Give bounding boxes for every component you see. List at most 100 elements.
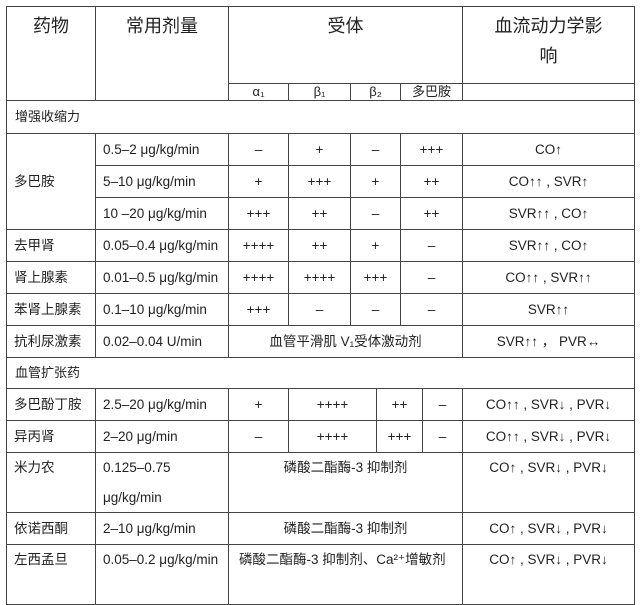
- section-title: 增强收缩力: [7, 101, 635, 134]
- receptor-value: ++++: [289, 421, 377, 453]
- drug-name: 依诺西酮: [7, 513, 96, 545]
- receptor-value: ++: [289, 230, 351, 262]
- table-row: 0.02–0.04 U/min 血管平滑肌 V₁受体激动剂 SVR↑↑ ， PVR↔: [96, 326, 635, 358]
- receptor-value: –: [351, 198, 401, 230]
- drug-name: 肾上腺素: [7, 262, 96, 294]
- dose: 2–20 μg/min: [96, 421, 229, 453]
- hemodynamic-effect: CO↑ , SVR↓ , PVR↓: [463, 545, 635, 605]
- section-row: 增强收缩力: [7, 101, 635, 134]
- receptor-value: ++++: [229, 230, 289, 262]
- header-row: 药物 常用剂量 受体 α₁ β₁ β₂ 多巴胺 血流动力学影响: [7, 7, 635, 101]
- table-row: 2–10 μg/kg/min 磷酸二酯酶-3 抑制剂 CO↑ , SVR↓ , PV…: [96, 513, 635, 545]
- drug-name: 多巴胺: [7, 134, 96, 230]
- header-hemodynamics-group: 血流动力学影响: [463, 7, 635, 101]
- hemodynamic-effect: CO↑↑ , SVR↑↑: [463, 262, 635, 294]
- table-row: 0.05–0.4 μg/kg/min ++++ ++ + – SVR↑↑ , CO↑: [96, 230, 635, 262]
- hemodynamic-effect: SVR↑↑ , CO↑: [463, 230, 635, 262]
- table-row: 10 –20 μg/kg/min +++ ++ – ++ SVR↑↑ , CO↑: [96, 198, 635, 230]
- receptor-merged: 磷酸二酯酶-3 抑制剂: [229, 513, 463, 545]
- dose: 0.5–2 μg/kg/min: [96, 134, 229, 166]
- drug-group: 左西孟旦 0.05–0.2 μg/kg/min 磷酸二酯酶-3 抑制剂、Ca²⁺增敏…: [7, 545, 635, 605]
- hemodynamic-effect: CO↑↑ , SVR↓ , PVR↓: [463, 389, 635, 421]
- receptor-value: +++: [229, 294, 289, 326]
- receptor-value: –: [401, 230, 463, 262]
- header-receptor-group: 受体 α₁ β₁ β₂ 多巴胺: [229, 7, 463, 101]
- receptor-merged: 磷酸二酯酶-3 抑制剂、Ca²⁺增敏剂: [229, 545, 463, 605]
- dose: 0.125–0.75 μg/kg/min: [96, 453, 229, 513]
- receptor-value: ++: [401, 166, 463, 198]
- section-title: 血管扩张药: [7, 358, 635, 389]
- drug-group: 苯肾上腺素 0.1–10 μg/kg/min +++ – – – SVR↑↑: [7, 294, 635, 326]
- header-receptor: 受体: [229, 7, 463, 84]
- drug-group: 异丙肾 2–20 μg/min – ++++ +++ – CO↑↑ , SVR↓ , PVR…: [7, 421, 635, 453]
- receptor-value: +++: [351, 262, 401, 294]
- header-receptor-col: β₂: [351, 84, 401, 101]
- hemodynamic-effect: SVR↑↑ , CO↑: [463, 198, 635, 230]
- receptor-value: +: [351, 230, 401, 262]
- hemodynamic-effect: CO↑ , SVR↓ , PVR↓: [463, 453, 635, 513]
- header-hemodynamics: 血流动力学影响: [463, 7, 635, 84]
- receptor-value: +: [351, 166, 401, 198]
- drug-name: 抗利尿激素: [7, 326, 96, 358]
- receptor-value: ++: [289, 198, 351, 230]
- receptor-value: +++: [401, 134, 463, 166]
- dose: 0.05–0.2 μg/kg/min: [96, 545, 229, 605]
- receptor-value: –: [423, 421, 463, 453]
- receptor-value: –: [289, 294, 351, 326]
- drug-group: 依诺西酮 2–10 μg/kg/min 磷酸二酯酶-3 抑制剂 CO↑ , SVR↓ …: [7, 513, 635, 545]
- receptor-value: –: [423, 389, 463, 421]
- receptor-value: –: [229, 421, 289, 453]
- header-dose: 常用剂量: [96, 7, 229, 101]
- drug-group: 抗利尿激素 0.02–0.04 U/min 血管平滑肌 V₁受体激动剂 SVR↑↑ ，…: [7, 326, 635, 358]
- receptor-value: –: [351, 294, 401, 326]
- drug-group: 去甲肾 0.05–0.4 μg/kg/min ++++ ++ + – SVR↑↑ , CO↑: [7, 230, 635, 262]
- dose: 0.1–10 μg/kg/min: [96, 294, 229, 326]
- receptor-value: –: [401, 294, 463, 326]
- receptor-value: ++: [377, 389, 423, 421]
- drug-name: 米力农: [7, 453, 96, 513]
- table-row: 2.5–20 μg/kg/min + ++++ ++ – CO↑↑ , SVR↓ , PV…: [96, 389, 635, 421]
- drug-group: 多巴酚丁胺 2.5–20 μg/kg/min + ++++ ++ – CO↑↑ , SVR↓…: [7, 389, 635, 421]
- hemodynamic-effect: CO↑↑ , SVR↑: [463, 166, 635, 198]
- drug-group: 肾上腺素 0.01–0.5 μg/kg/min ++++ ++++ +++ – CO↑↑ ,…: [7, 262, 635, 294]
- receptor-value: ++++: [229, 262, 289, 294]
- hemodynamic-effect: SVR↑↑ ， PVR↔: [463, 326, 635, 358]
- drug-name: 左西孟旦: [7, 545, 96, 605]
- receptor-value: ++++: [289, 262, 351, 294]
- section-row: 血管扩张药: [7, 358, 635, 389]
- drug-group: 多巴胺 0.5–2 μg/kg/min – + – +++ CO↑ 5–10 μg/kg/mi…: [7, 134, 635, 230]
- receptor-value: +: [229, 389, 289, 421]
- receptor-value: –: [401, 262, 463, 294]
- table-row: 0.5–2 μg/kg/min – + – +++ CO↑: [96, 134, 635, 166]
- table-row: 5–10 μg/kg/min + +++ + ++ CO↑↑ , SVR↑: [96, 166, 635, 198]
- table-row: 0.05–0.2 μg/kg/min 磷酸二酯酶-3 抑制剂、Ca²⁺增敏剂 CO↑…: [96, 545, 635, 605]
- receptor-value: +++: [377, 421, 423, 453]
- receptor-value: +++: [229, 198, 289, 230]
- receptor-value: +++: [289, 166, 351, 198]
- hemodynamic-effect: CO↑ , SVR↓ , PVR↓: [463, 513, 635, 545]
- header-receptor-col: α₁: [229, 84, 289, 101]
- table-row: 0.125–0.75 μg/kg/min 磷酸二酯酶-3 抑制剂 CO↑ , SVR…: [96, 453, 635, 513]
- receptor-merged: 血管平滑肌 V₁受体激动剂: [229, 326, 463, 358]
- receptor-value: –: [351, 134, 401, 166]
- dose: 0.01–0.5 μg/kg/min: [96, 262, 229, 294]
- dose: 0.05–0.4 μg/kg/min: [96, 230, 229, 262]
- receptor-value: –: [229, 134, 289, 166]
- receptor-value: +: [289, 134, 351, 166]
- dose: 10 –20 μg/kg/min: [96, 198, 229, 230]
- receptor-value: ++++: [289, 389, 377, 421]
- table-row: 2–20 μg/min – ++++ +++ – CO↑↑ , SVR↓ , PVR↓: [96, 421, 635, 453]
- drug-name: 苯肾上腺素: [7, 294, 96, 326]
- header-drug: 药物: [7, 7, 96, 101]
- receptor-value: +: [229, 166, 289, 198]
- hemodynamic-effect: CO↑↑ , SVR↓ , PVR↓: [463, 421, 635, 453]
- header-empty: [463, 84, 635, 101]
- dose: 0.02–0.04 U/min: [96, 326, 229, 358]
- header-receptor-col: 多巴胺: [401, 84, 463, 101]
- drug-name: 多巴酚丁胺: [7, 389, 96, 421]
- hemodynamic-effect: SVR↑↑: [463, 294, 635, 326]
- table-row: 0.1–10 μg/kg/min +++ – – – SVR↑↑: [96, 294, 635, 326]
- receptor-merged: 磷酸二酯酶-3 抑制剂: [229, 453, 463, 513]
- drug-table: 药物 常用剂量 受体 α₁ β₁ β₂ 多巴胺 血流动力学影响 增强收缩力 多巴胺 0.5–2 μg…: [6, 6, 635, 605]
- hemodynamic-effect: CO↑: [463, 134, 635, 166]
